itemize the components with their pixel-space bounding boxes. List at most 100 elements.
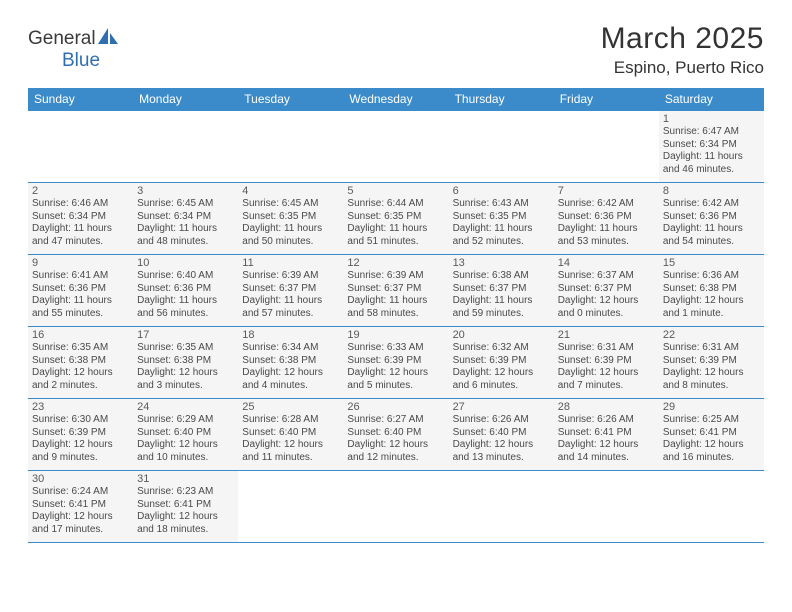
calendar-page: General Blue March 2025 Espino, Puerto R… bbox=[0, 0, 792, 555]
calendar-cell: 16Sunrise: 6:35 AMSunset: 6:38 PMDayligh… bbox=[28, 327, 133, 399]
calendar-cell: 2Sunrise: 6:46 AMSunset: 6:34 PMDaylight… bbox=[28, 183, 133, 255]
calendar-week: 30Sunrise: 6:24 AMSunset: 6:41 PMDayligh… bbox=[28, 471, 764, 543]
day-number: 22 bbox=[663, 329, 760, 341]
day-number: 17 bbox=[137, 329, 234, 341]
day-number: 4 bbox=[242, 185, 339, 197]
day-number: 3 bbox=[137, 185, 234, 197]
day-info: Sunrise: 6:34 AMSunset: 6:38 PMDaylight:… bbox=[242, 342, 339, 392]
daylight: Daylight: 12 hours and 9 minutes. bbox=[32, 439, 129, 464]
day-info: Sunrise: 6:25 AMSunset: 6:41 PMDaylight:… bbox=[663, 414, 760, 464]
calendar-cell: 14Sunrise: 6:37 AMSunset: 6:37 PMDayligh… bbox=[554, 255, 659, 327]
daylight: Daylight: 11 hours and 50 minutes. bbox=[242, 223, 339, 248]
day-header: Wednesday bbox=[343, 88, 448, 111]
daylight: Daylight: 11 hours and 53 minutes. bbox=[558, 223, 655, 248]
sunrise: Sunrise: 6:39 AM bbox=[242, 270, 339, 283]
sunrise: Sunrise: 6:37 AM bbox=[558, 270, 655, 283]
sunset: Sunset: 6:38 PM bbox=[242, 355, 339, 368]
sunrise: Sunrise: 6:46 AM bbox=[32, 198, 129, 211]
daylight: Daylight: 11 hours and 59 minutes. bbox=[453, 295, 550, 320]
sunset: Sunset: 6:36 PM bbox=[137, 283, 234, 296]
day-info: Sunrise: 6:26 AMSunset: 6:40 PMDaylight:… bbox=[453, 414, 550, 464]
sunset: Sunset: 6:35 PM bbox=[453, 211, 550, 224]
calendar-cell bbox=[554, 111, 659, 183]
day-number: 7 bbox=[558, 185, 655, 197]
day-header: Sunday bbox=[28, 88, 133, 111]
day-info: Sunrise: 6:39 AMSunset: 6:37 PMDaylight:… bbox=[347, 270, 444, 320]
sunset: Sunset: 6:41 PM bbox=[137, 499, 234, 512]
sunrise: Sunrise: 6:26 AM bbox=[453, 414, 550, 427]
sunrise: Sunrise: 6:31 AM bbox=[663, 342, 760, 355]
sunrise: Sunrise: 6:29 AM bbox=[137, 414, 234, 427]
sunrise: Sunrise: 6:32 AM bbox=[453, 342, 550, 355]
header: General Blue March 2025 Espino, Puerto R… bbox=[28, 22, 764, 78]
location: Espino, Puerto Rico bbox=[601, 58, 764, 78]
day-number: 16 bbox=[32, 329, 129, 341]
daylight: Daylight: 11 hours and 47 minutes. bbox=[32, 223, 129, 248]
day-number: 29 bbox=[663, 401, 760, 413]
logo-part1: General bbox=[28, 28, 96, 49]
calendar-cell: 19Sunrise: 6:33 AMSunset: 6:39 PMDayligh… bbox=[343, 327, 448, 399]
calendar-cell bbox=[449, 111, 554, 183]
calendar-cell: 22Sunrise: 6:31 AMSunset: 6:39 PMDayligh… bbox=[659, 327, 764, 399]
day-header: Friday bbox=[554, 88, 659, 111]
day-info: Sunrise: 6:42 AMSunset: 6:36 PMDaylight:… bbox=[558, 198, 655, 248]
daylight: Daylight: 12 hours and 12 minutes. bbox=[347, 439, 444, 464]
calendar-cell: 7Sunrise: 6:42 AMSunset: 6:36 PMDaylight… bbox=[554, 183, 659, 255]
day-number: 27 bbox=[453, 401, 550, 413]
day-number: 23 bbox=[32, 401, 129, 413]
calendar-cell bbox=[238, 471, 343, 543]
daylight: Daylight: 12 hours and 2 minutes. bbox=[32, 367, 129, 392]
calendar-cell bbox=[343, 111, 448, 183]
sunrise: Sunrise: 6:25 AM bbox=[663, 414, 760, 427]
day-number: 9 bbox=[32, 257, 129, 269]
daylight: Daylight: 11 hours and 52 minutes. bbox=[453, 223, 550, 248]
sunset: Sunset: 6:38 PM bbox=[663, 283, 760, 296]
day-info: Sunrise: 6:38 AMSunset: 6:37 PMDaylight:… bbox=[453, 270, 550, 320]
day-number: 10 bbox=[137, 257, 234, 269]
day-info: Sunrise: 6:30 AMSunset: 6:39 PMDaylight:… bbox=[32, 414, 129, 464]
calendar-week: 2Sunrise: 6:46 AMSunset: 6:34 PMDaylight… bbox=[28, 183, 764, 255]
calendar-cell: 25Sunrise: 6:28 AMSunset: 6:40 PMDayligh… bbox=[238, 399, 343, 471]
day-number: 2 bbox=[32, 185, 129, 197]
sunset: Sunset: 6:38 PM bbox=[32, 355, 129, 368]
sunrise: Sunrise: 6:45 AM bbox=[137, 198, 234, 211]
sunrise: Sunrise: 6:36 AM bbox=[663, 270, 760, 283]
sunset: Sunset: 6:37 PM bbox=[453, 283, 550, 296]
day-info: Sunrise: 6:29 AMSunset: 6:40 PMDaylight:… bbox=[137, 414, 234, 464]
calendar-cell bbox=[449, 471, 554, 543]
title-block: March 2025 Espino, Puerto Rico bbox=[601, 22, 764, 78]
calendar-cell: 27Sunrise: 6:26 AMSunset: 6:40 PMDayligh… bbox=[449, 399, 554, 471]
day-info: Sunrise: 6:37 AMSunset: 6:37 PMDaylight:… bbox=[558, 270, 655, 320]
daylight: Daylight: 11 hours and 58 minutes. bbox=[347, 295, 444, 320]
day-number: 26 bbox=[347, 401, 444, 413]
daylight: Daylight: 11 hours and 46 minutes. bbox=[663, 151, 760, 176]
day-info: Sunrise: 6:35 AMSunset: 6:38 PMDaylight:… bbox=[137, 342, 234, 392]
day-number: 25 bbox=[242, 401, 339, 413]
sunset: Sunset: 6:39 PM bbox=[663, 355, 760, 368]
daylight: Daylight: 12 hours and 11 minutes. bbox=[242, 439, 339, 464]
calendar-table: Sunday Monday Tuesday Wednesday Thursday… bbox=[28, 88, 764, 543]
day-number: 8 bbox=[663, 185, 760, 197]
sunrise: Sunrise: 6:47 AM bbox=[663, 126, 760, 139]
daylight: Daylight: 11 hours and 51 minutes. bbox=[347, 223, 444, 248]
day-number: 31 bbox=[137, 473, 234, 485]
day-info: Sunrise: 6:46 AMSunset: 6:34 PMDaylight:… bbox=[32, 198, 129, 248]
day-info: Sunrise: 6:36 AMSunset: 6:38 PMDaylight:… bbox=[663, 270, 760, 320]
sunset: Sunset: 6:34 PM bbox=[663, 139, 760, 152]
calendar-cell: 12Sunrise: 6:39 AMSunset: 6:37 PMDayligh… bbox=[343, 255, 448, 327]
sunset: Sunset: 6:38 PM bbox=[137, 355, 234, 368]
logo-text: General Blue bbox=[28, 28, 120, 72]
day-info: Sunrise: 6:26 AMSunset: 6:41 PMDaylight:… bbox=[558, 414, 655, 464]
day-info: Sunrise: 6:43 AMSunset: 6:35 PMDaylight:… bbox=[453, 198, 550, 248]
daylight: Daylight: 12 hours and 1 minute. bbox=[663, 295, 760, 320]
day-number: 12 bbox=[347, 257, 444, 269]
day-info: Sunrise: 6:45 AMSunset: 6:34 PMDaylight:… bbox=[137, 198, 234, 248]
calendar-cell: 20Sunrise: 6:32 AMSunset: 6:39 PMDayligh… bbox=[449, 327, 554, 399]
calendar-cell bbox=[238, 111, 343, 183]
day-info: Sunrise: 6:47 AMSunset: 6:34 PMDaylight:… bbox=[663, 126, 760, 176]
day-info: Sunrise: 6:41 AMSunset: 6:36 PMDaylight:… bbox=[32, 270, 129, 320]
daylight: Daylight: 11 hours and 57 minutes. bbox=[242, 295, 339, 320]
calendar-cell: 4Sunrise: 6:45 AMSunset: 6:35 PMDaylight… bbox=[238, 183, 343, 255]
day-number: 5 bbox=[347, 185, 444, 197]
day-number: 28 bbox=[558, 401, 655, 413]
